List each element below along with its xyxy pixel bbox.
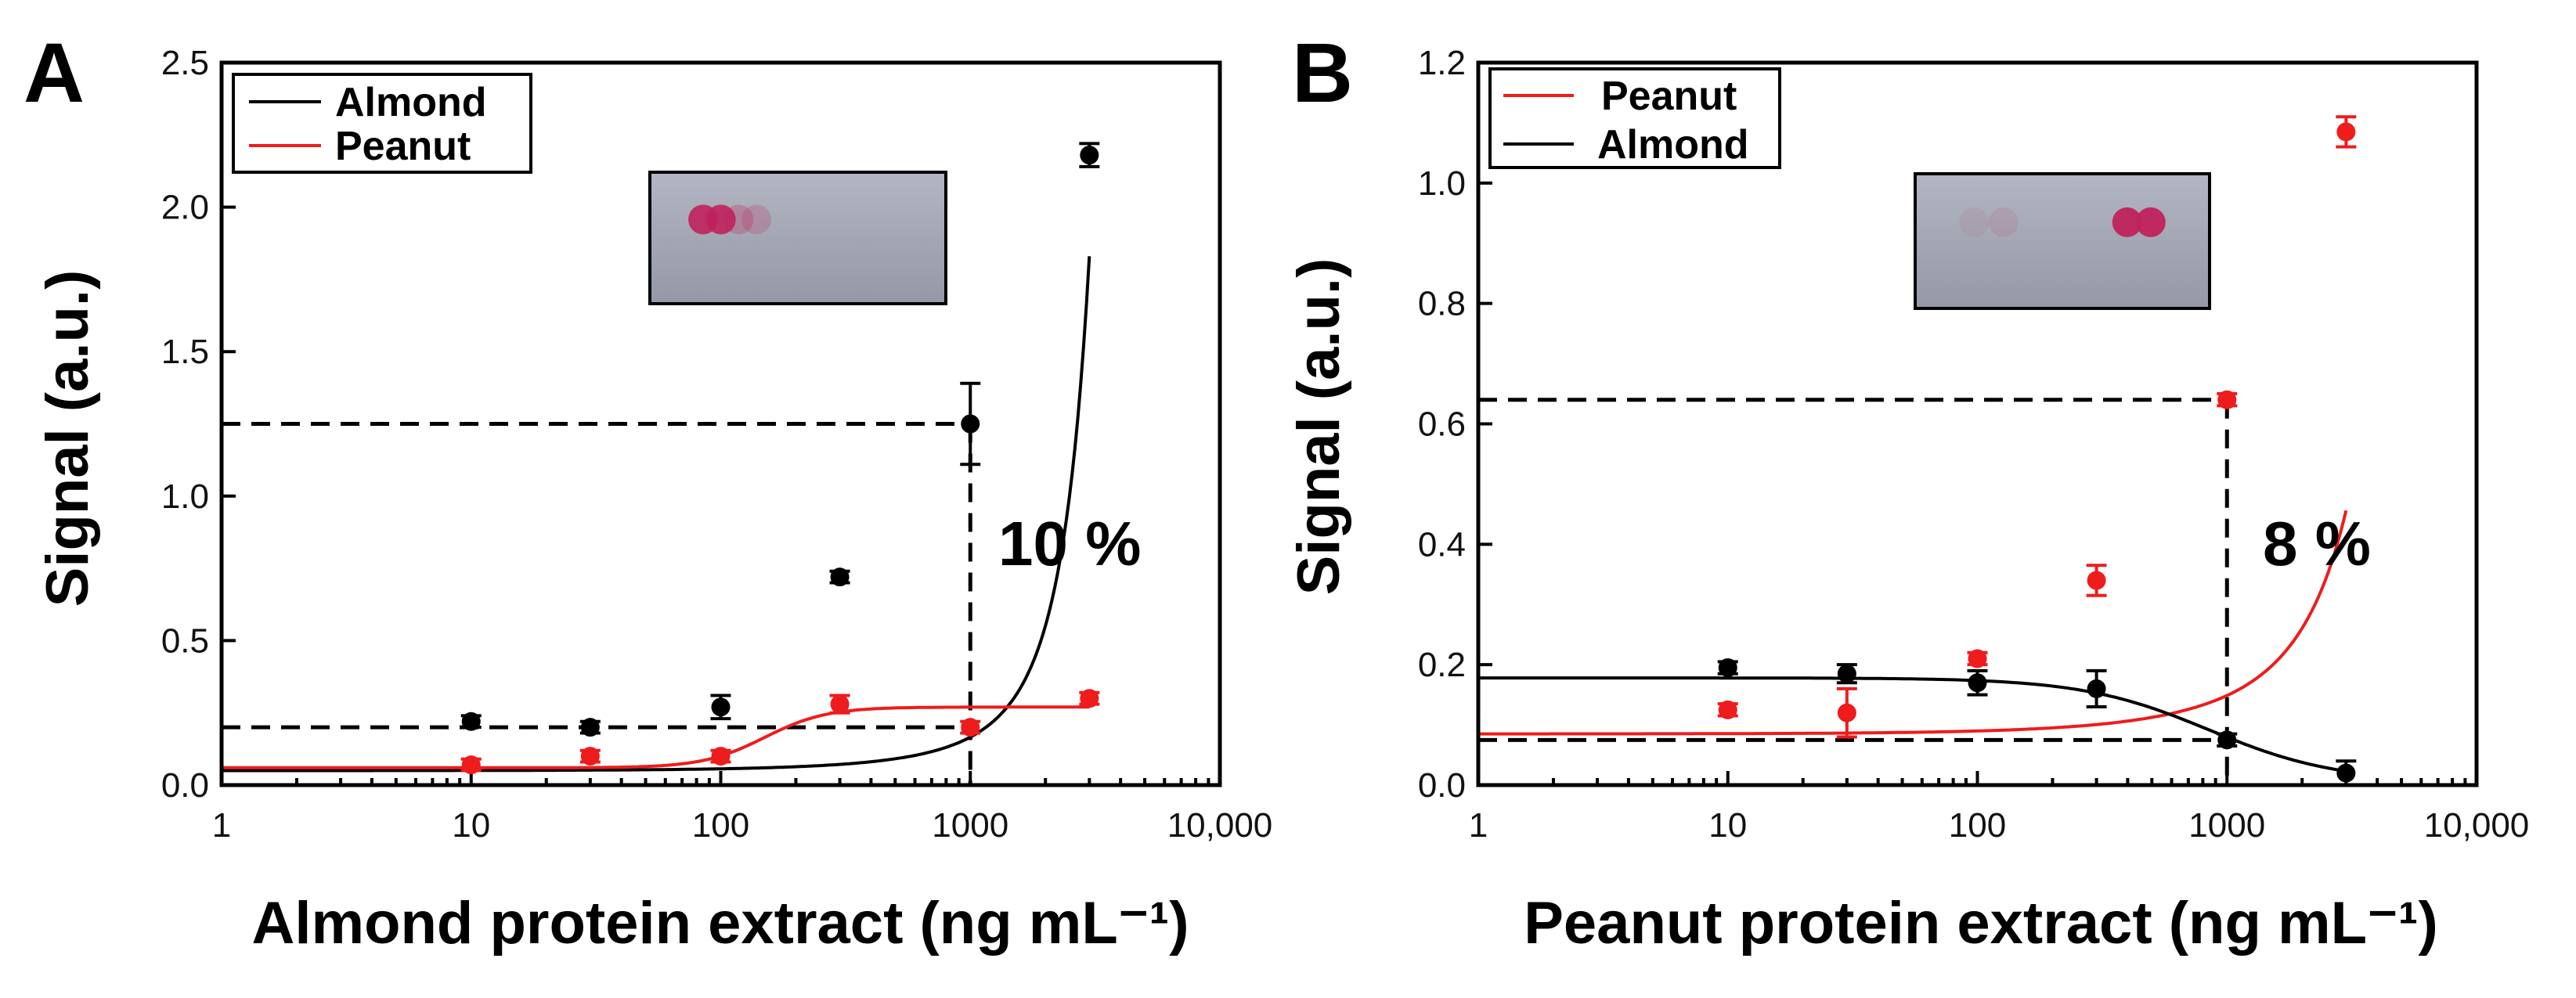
panel-a: A 1 10 100 1000 10,000 0.0 0.5 1.0 1.5 2.0 2.5 Alm…: [23, 25, 1272, 957]
panel-b-almond-point: [1718, 658, 1737, 678]
panel-b-inset-test-dot: [1988, 207, 2019, 237]
panel-b-y-axis-label: Signal (a.u.): [1286, 258, 1352, 596]
panel-b-almond-fit-curve: [1478, 676, 2347, 773]
panel-b-inset-test-dot: [1959, 207, 1990, 237]
panel-b-y-tick-label: 0.4: [1418, 525, 1466, 564]
panel-b-y-tick-label: 0.2: [1418, 646, 1466, 684]
panel-a-almond-point: [1080, 146, 1099, 165]
panel-a-peanut-point: [461, 755, 481, 775]
panel-a-legend-almond-label: Almond: [335, 80, 487, 125]
panel-b-axes: 1 10 100 1000 10,000 0.0 0.2 0.4 0.6 0.8 1.0 1.2: [1418, 44, 2529, 845]
panel-b-peanut-point: [2087, 571, 2106, 590]
panel-b-legend: Peanut Almond: [1488, 67, 1781, 169]
panel-a-legend-box: [232, 73, 532, 174]
panel-b-inset-test-dot: [2135, 207, 2166, 237]
panel-b-y-tick-label: 0.6: [1418, 405, 1466, 444]
panel-a-x-tick-label: 10: [452, 806, 490, 845]
panel-a-almond-fit-curve: [222, 256, 1091, 773]
panel-b-x-tick-label: 10: [1708, 806, 1747, 845]
panel-b-almond-point: [1837, 664, 1856, 683]
panel-b-peanut-point: [1837, 703, 1856, 722]
panel-b-almond-point: [1968, 673, 1987, 693]
panel-b-y-tick-label: 0.0: [1418, 766, 1466, 805]
panel-b-plot-area: [1476, 60, 2479, 787]
panel-b-legend-box: [1488, 67, 1781, 169]
panel-a-inset-test-dot: [705, 204, 736, 235]
panel-b-inset-test-dot: [2112, 207, 2142, 237]
panel-b-peanut-point: [1968, 649, 1987, 668]
panel-a-peanut-fit-curve: [222, 705, 1090, 769]
panel-b-peanut-point: [2336, 122, 2356, 142]
panel-b-legend-almond-label: Almond: [1597, 122, 1749, 168]
panel-b-inset: [1914, 172, 2211, 310]
panel-b-almond-point: [2217, 730, 2237, 750]
panel-b-inset-strip: [1914, 172, 2211, 310]
panel-b-x-axis-label: Peanut protein extract (ng mL⁻¹): [1524, 890, 2438, 957]
panel-a-peanut-point: [711, 747, 731, 766]
panel-a-legend: Almond Peanut: [232, 73, 532, 174]
panel-a-y-tick-label: 0.5: [161, 621, 209, 660]
panel-a-y-axis-label: Signal (a.u.): [34, 270, 101, 607]
panel-a-x-tick-label: 100: [692, 806, 749, 845]
panel-a-x-tick-label: 1000: [932, 806, 1008, 845]
panel-a-x-tick-label: 10,000: [1167, 806, 1273, 845]
panel-a-almond-point: [711, 697, 731, 717]
panel-b-percent-label: 8 %: [2263, 509, 2371, 578]
panel-b-series: [1478, 115, 2357, 787]
panel-a-y-tick-label: 2.0: [161, 189, 209, 227]
panel-a-peanut-point: [961, 718, 980, 737]
panel-a-percent-label: 10 %: [998, 509, 1141, 578]
panel-a-almond-point: [961, 414, 980, 434]
panel-b-reference-lines: [1478, 398, 2229, 785]
panel-a-y-tick-label: 2.5: [161, 44, 209, 82]
panel-a-y-tick-label: 1.5: [161, 333, 209, 371]
panel-b-almond-point: [2087, 679, 2106, 698]
panel-a-inset-test-dot: [723, 204, 754, 235]
panel-a-x-tick-label: 1: [212, 806, 231, 845]
panel-b-x-tick-label: 100: [1949, 806, 2006, 845]
panel-a-inset-strip: [648, 171, 947, 305]
panel-a-y-tick-label: 0.0: [161, 766, 209, 805]
panel-a-letter: A: [23, 25, 85, 120]
panel-a-almond-point: [461, 712, 481, 731]
panel-b-y-tick-label: 1.2: [1418, 44, 1466, 82]
panel-a-axes: 1 10 100 1000 10,000 0.0 0.5 1.0 1.5 2.0 2.5: [161, 44, 1272, 845]
panel-a-x-axis-label: Almond protein extract (ng mL⁻¹): [252, 890, 1189, 957]
panel-b-legend-peanut-label: Peanut: [1601, 74, 1737, 119]
panel-a-plot-area: [219, 60, 1222, 787]
panel-a-almond-point: [580, 718, 600, 737]
panel-a-peanut-point: [1080, 689, 1099, 708]
panel-a-inset-test-dot: [741, 204, 772, 235]
panel-a-peanut-point: [580, 747, 600, 766]
panel-b-peanut-point: [1718, 700, 1737, 719]
panel-a-y-tick-label: 1.0: [161, 477, 209, 516]
panel-a-series: [222, 142, 1100, 775]
panel-a-almond-point: [830, 567, 850, 587]
panel-a-peanut-point: [830, 694, 850, 714]
panel-b-x-tick-label: 10,000: [2424, 806, 2530, 845]
panel-b: B 1 10 100 1000 10,0000.00.20.40.60.81.01.2 …: [1286, 25, 2529, 957]
panel-b-almond-point: [2336, 763, 2356, 783]
panel-b-y-tick-label: 1.0: [1418, 164, 1466, 203]
panel-b-peanut-fit-curve: [1478, 510, 2348, 736]
panel-b-y-tick-label: 0.8: [1418, 285, 1466, 323]
panel-b-x-tick-label: 1: [1469, 806, 1488, 845]
panel-b-peanut-point: [2217, 390, 2237, 409]
panel-b-x-tick-label: 1000: [2188, 806, 2265, 845]
panel-a-legend-peanut-label: Peanut: [335, 124, 471, 169]
panel-a-inset: [648, 171, 947, 305]
panel-b-letter: B: [1292, 25, 1353, 120]
